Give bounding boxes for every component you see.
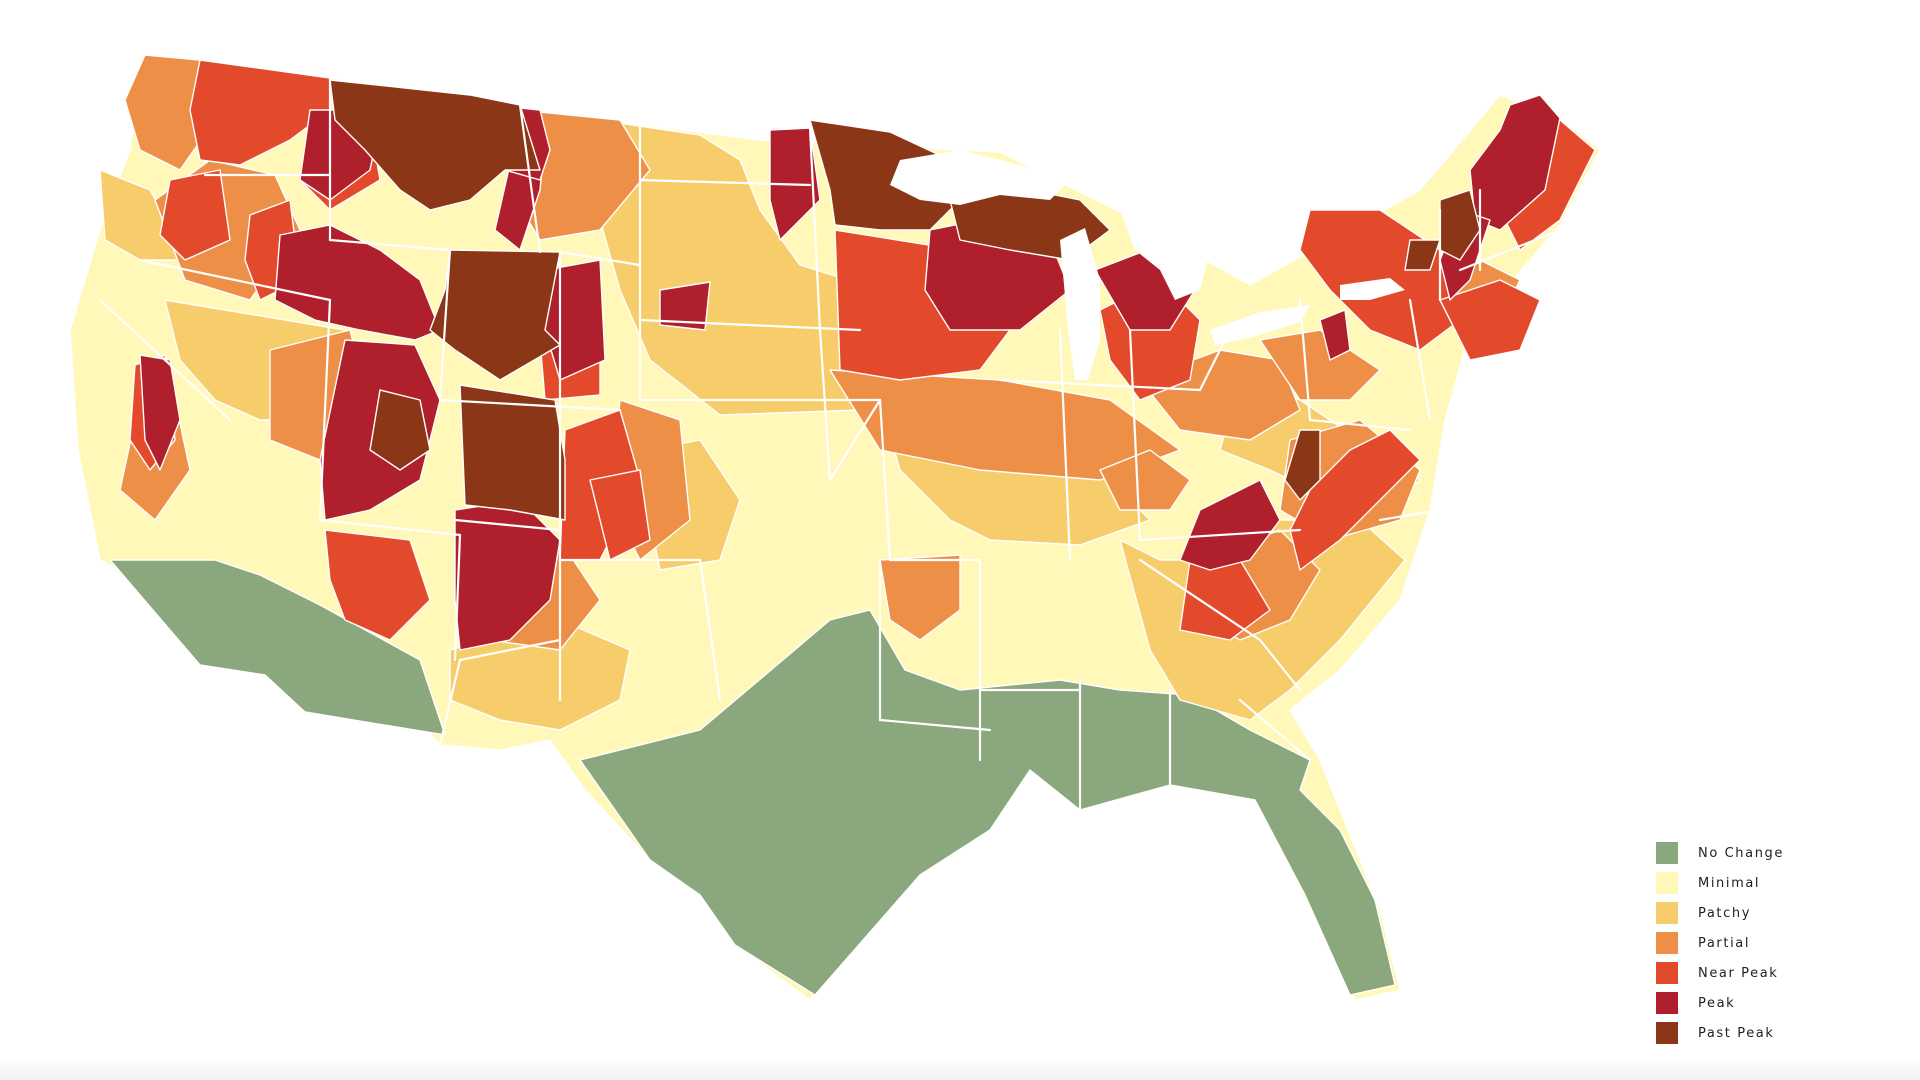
legend-swatch-partial [1656,932,1678,954]
legend-item-partial: Partial [1656,928,1856,958]
region-past-peak [1404,239,1441,271]
map-regions [69,54,1601,1001]
legend-item-minimal: Minimal [1656,868,1856,898]
legend-swatch-no-change [1656,842,1678,864]
legend-label-past-peak: Past Peak [1698,1025,1775,1041]
legend-item-patchy: Patchy [1656,898,1856,928]
state-border [1138,528,1302,542]
legend-label-peak: Peak [1698,995,1736,1011]
region-near-peak [1439,279,1541,361]
state-border [438,398,622,412]
state-border [318,298,332,522]
state-border [1138,558,1262,642]
region-past-peak [1284,429,1321,501]
region-no-change [109,559,446,736]
legend-label-minimal: Minimal [1698,875,1761,891]
state-border [818,328,832,482]
legend-swatch-peak [1656,992,1678,1014]
state-border [638,178,812,187]
region-past-peak [459,384,566,521]
lake-ontario [1340,278,1405,300]
region-near-peak [324,529,431,641]
legend-label-no-change: No Change [1698,845,1784,861]
state-border [458,638,562,662]
region-partial [879,554,961,641]
legend-item-near-peak: Near Peak [1656,958,1856,988]
state-border [328,238,452,252]
state-border [453,533,462,662]
state-border [1198,328,1232,392]
region-near-peak [159,169,231,261]
state-border [558,250,642,267]
legend-swatch-patchy [1656,902,1678,924]
region-past-peak [369,389,431,471]
lake-huron [1120,210,1210,300]
state-border [998,378,1202,392]
legend-label-partial: Partial [1698,935,1751,951]
region-near-peak [589,469,651,561]
region-partial [1099,449,1191,511]
legend-swatch-past-peak [1656,1022,1678,1044]
region-past-peak [429,249,561,381]
state-border [98,298,232,422]
lake-erie [1210,305,1310,345]
region-near-peak [1289,429,1421,571]
state-border [828,398,882,482]
region-no-change [579,609,1396,996]
legend-label-near-peak: Near Peak [1698,965,1779,981]
state-border [1298,298,1312,422]
state-border [698,558,722,702]
state-borders [98,76,1562,812]
state-border [318,518,462,537]
state-border [1378,508,1442,522]
state-border [638,318,862,332]
state-border [1308,418,1412,432]
state-border [438,658,462,747]
state-border [1238,698,1312,762]
state-border [1258,638,1302,692]
legend-item-no-change: No Change [1656,838,1856,868]
state-border [438,248,452,402]
state-border [808,126,822,332]
region-partial [1259,329,1381,401]
state-border [453,518,562,532]
great-lakes [890,150,1405,380]
state-border [1128,328,1142,542]
legend-label-patchy: Patchy [1698,905,1751,921]
region-past-peak [329,79,541,211]
legend-swatch-minimal [1656,872,1678,894]
legend-item-peak: Peak [1656,988,1856,1018]
lake-superior [890,150,1070,205]
legend-item-past-peak: Past Peak [1656,1018,1856,1048]
region-peak [1179,479,1281,571]
lake-michigan [1060,228,1100,380]
bottom-edge-fade [0,1058,1920,1080]
state-border [1058,328,1072,562]
region-peak [1319,309,1351,361]
state-border [138,258,332,302]
legend-swatch-near-peak [1656,962,1678,984]
state-border [518,103,542,254]
state-border [1458,228,1562,272]
state-border [878,718,992,732]
state-border [1408,298,1432,422]
state-border [878,398,892,562]
region-peak [274,224,441,341]
region-peak [659,281,711,331]
map-legend: No Change Minimal Patchy Partial Near Pe… [1656,838,1856,1048]
